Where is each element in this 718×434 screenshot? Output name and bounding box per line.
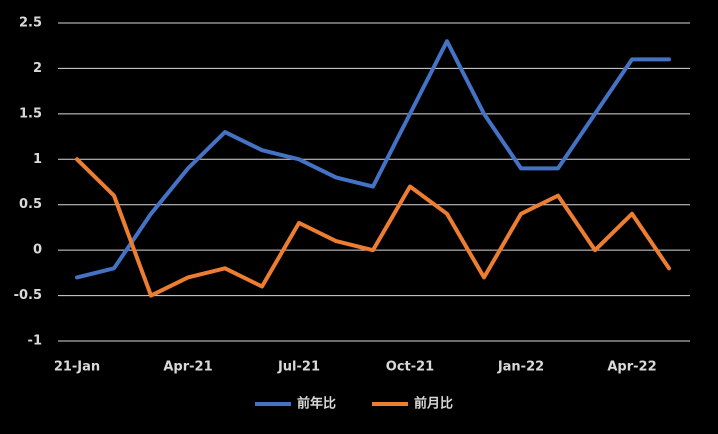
x-tick-label: Jan-22 [497, 360, 544, 375]
legend-label: 前月比 [414, 396, 453, 412]
y-tick-label: -0.5 [14, 288, 42, 303]
x-tick-label: 21-Jan [54, 360, 100, 375]
x-tick-label: Apr-22 [607, 360, 656, 375]
y-tick-label: 2.5 [19, 16, 42, 31]
y-tick-label: 1.5 [19, 106, 42, 121]
y-tick-label: 2 [33, 61, 42, 76]
y-tick-label: 0.5 [19, 197, 42, 212]
x-tick-label: Oct-21 [386, 360, 434, 375]
series-line [75, 157, 671, 298]
y-tick-label: 1 [33, 152, 42, 167]
x-tick-label: Jul-21 [277, 360, 320, 375]
y-tick-label: -1 [28, 334, 42, 349]
legend-label: 前年比 [297, 396, 336, 412]
x-tick-label: Apr-21 [163, 360, 212, 375]
y-tick-label: 0 [33, 243, 42, 258]
series-line [75, 39, 671, 280]
